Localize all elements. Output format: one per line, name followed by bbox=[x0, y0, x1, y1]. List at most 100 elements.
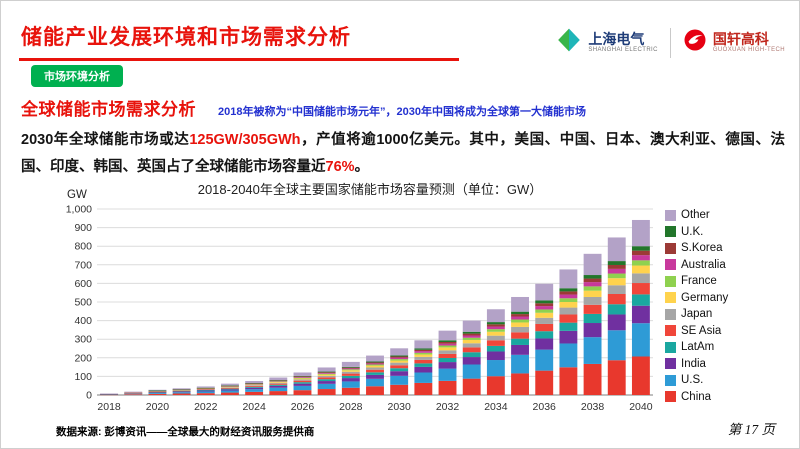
bar-segment bbox=[366, 369, 384, 373]
bar-segment bbox=[124, 393, 143, 395]
bar-segment bbox=[293, 379, 312, 381]
bar-segment bbox=[583, 313, 602, 324]
bar-segment bbox=[293, 378, 312, 380]
legend-swatch bbox=[665, 275, 676, 287]
x-axis-tick-label: 2034 bbox=[484, 401, 508, 413]
bar-segment bbox=[221, 386, 239, 387]
bar-segment bbox=[245, 381, 264, 384]
bar-segment bbox=[341, 387, 360, 395]
bar-segment bbox=[196, 387, 215, 389]
bar-segment bbox=[293, 377, 312, 379]
bar-segment bbox=[341, 378, 360, 382]
bar-segment bbox=[269, 383, 288, 385]
bar-segment bbox=[535, 306, 554, 310]
subtitle-row: 全球储能市场需求分析 2018年被称为“中国储能市场元年”，2030年中国将成为… bbox=[21, 95, 586, 120]
bar-segment bbox=[366, 378, 384, 387]
bar-segment bbox=[172, 392, 191, 394]
bar-segment bbox=[148, 392, 167, 393]
bar-segment bbox=[559, 343, 578, 368]
body-seg-2: ，产值将逾1000亿美元。其中，美国、中国、日本、澳大利亚、德国、法国、印度、韩… bbox=[21, 132, 785, 175]
bar-segment bbox=[583, 282, 602, 287]
bar-segment bbox=[438, 340, 457, 342]
bar-segment bbox=[535, 323, 554, 332]
bar-segment bbox=[631, 323, 650, 357]
bar-segment bbox=[559, 298, 578, 302]
legend-item: U.S. bbox=[665, 374, 728, 386]
bar-segment bbox=[269, 380, 288, 382]
bar-segment bbox=[607, 273, 626, 279]
legend-label: Other bbox=[681, 209, 710, 221]
bar-segment bbox=[196, 393, 215, 395]
y-axis-tick-label: 100 bbox=[74, 371, 92, 383]
bar-segment bbox=[390, 356, 409, 358]
bar-segment bbox=[293, 383, 312, 386]
legend-label: Australia bbox=[681, 258, 726, 271]
legend-swatch bbox=[665, 325, 676, 336]
bar-segment bbox=[414, 359, 433, 364]
y-axis-tick-label: 700 bbox=[74, 259, 92, 271]
bar-segment bbox=[535, 303, 554, 307]
bar-segment bbox=[366, 362, 384, 364]
x-axis-tick-label: 2032 bbox=[436, 401, 460, 413]
bar-segment bbox=[583, 363, 602, 395]
bar-segment bbox=[631, 260, 650, 266]
bar-segment bbox=[172, 390, 191, 392]
bar-segment bbox=[148, 393, 167, 395]
bar-segment bbox=[100, 394, 119, 396]
x-axis-tick-label: 2036 bbox=[533, 401, 557, 413]
bar-segment bbox=[221, 390, 239, 393]
bar-segment bbox=[317, 373, 336, 374]
bar-segment bbox=[317, 373, 336, 375]
bar-segment bbox=[607, 314, 626, 331]
bar-segment bbox=[269, 387, 288, 392]
bar-segment bbox=[366, 365, 384, 368]
bar-segment bbox=[438, 368, 457, 381]
bar-segment bbox=[511, 354, 529, 374]
bar-segment bbox=[511, 338, 529, 345]
legend-label: China bbox=[681, 390, 712, 403]
bar-segment bbox=[631, 273, 650, 284]
bar-segment bbox=[631, 356, 650, 395]
bar-segment bbox=[172, 390, 191, 391]
y-axis-tick-label: 800 bbox=[74, 241, 92, 253]
bar-segment bbox=[293, 382, 312, 384]
bar-segment bbox=[341, 381, 360, 388]
bar-segment bbox=[317, 381, 336, 384]
bar-segment bbox=[559, 294, 578, 299]
bar-segment bbox=[511, 344, 529, 355]
bar-segment bbox=[583, 278, 602, 283]
chart-legend: Other U.K. S.Korea Australia France Germany Ja… bbox=[665, 201, 728, 403]
bar-segment bbox=[269, 381, 288, 382]
body-highlight-2: 76% bbox=[325, 158, 355, 175]
bar-segment bbox=[293, 385, 312, 391]
bar-segment bbox=[631, 294, 650, 306]
bar-segment bbox=[148, 392, 167, 393]
bar-segment bbox=[535, 338, 554, 350]
legend-label: Germany bbox=[681, 291, 729, 304]
bar-segment bbox=[486, 345, 505, 352]
bar-segment bbox=[486, 340, 505, 346]
bar-segment bbox=[462, 364, 481, 379]
bar-segment bbox=[414, 356, 433, 360]
bar-segment bbox=[511, 296, 529, 312]
bar-segment bbox=[341, 371, 360, 374]
bar-segment bbox=[607, 285, 626, 295]
bar-segment bbox=[317, 383, 336, 390]
bar-segment bbox=[631, 265, 650, 274]
bar-segment bbox=[221, 387, 239, 388]
bar-segment bbox=[341, 375, 360, 379]
stacked-bar-chart: 1,000 900 800 700 600 500 400 300 200 100 0 2018 202… bbox=[66, 204, 653, 413]
bar-segment bbox=[607, 264, 626, 269]
x-axis-tick-label: 2024 bbox=[242, 401, 266, 413]
bar-segment bbox=[486, 351, 505, 361]
bar-segment bbox=[366, 364, 384, 366]
legend-item: Australia bbox=[665, 259, 728, 271]
bar-segment bbox=[245, 383, 264, 385]
body-highlight-1: 125GW/305GWh bbox=[189, 132, 301, 148]
guoxuan-logo-icon bbox=[683, 28, 707, 57]
bar-segment bbox=[366, 386, 384, 395]
bar-segment bbox=[366, 355, 384, 362]
bar-segment bbox=[583, 323, 602, 338]
bar-segment bbox=[438, 357, 457, 363]
bar-segment bbox=[559, 288, 578, 292]
